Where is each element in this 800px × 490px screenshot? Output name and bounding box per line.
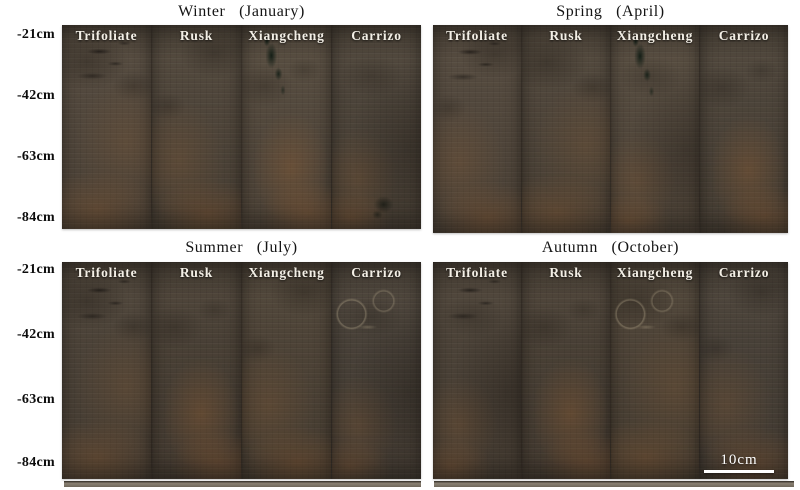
soil-column-rusk: Rusk xyxy=(521,25,610,233)
scale-bar: 10cm xyxy=(704,452,774,473)
column-label-carrizo: Carrizo xyxy=(351,265,402,280)
soil-panel-autumn: Trifoliate Rusk Xiangcheng Carrizo 10cm xyxy=(433,262,788,479)
scale-bar-label: 10cm xyxy=(720,452,758,468)
column-label-carrizo: Carrizo xyxy=(351,28,402,43)
soil-column-carrizo: Carrizo 10cm xyxy=(699,262,788,479)
soil-column-rusk: Rusk xyxy=(151,25,241,229)
column-label-trifoliate: Trifoliate xyxy=(75,265,138,280)
soil-column-carrizo: Carrizo xyxy=(331,262,421,479)
depth-label: -21cm xyxy=(16,27,55,42)
depth-axis-bottom: -21cm -42cm -63cm -84cm xyxy=(2,262,58,479)
soil-column-carrizo: Carrizo xyxy=(699,25,788,233)
soil-column-trifoliate: Trifoliate xyxy=(62,262,151,479)
soil-panel-spring: Trifoliate Rusk Xiangcheng Carrizo xyxy=(433,25,788,233)
column-label-rusk: Rusk xyxy=(549,265,583,280)
depth-label: -84cm xyxy=(16,455,55,470)
soil-column-rusk: Rusk xyxy=(521,262,610,479)
column-label-rusk: Rusk xyxy=(179,28,214,43)
column-label-xiangcheng: Xiangcheng xyxy=(616,28,694,43)
column-label-rusk: Rusk xyxy=(549,28,583,43)
soil-column-carrizo: Carrizo xyxy=(331,25,421,229)
soil-column-xiangcheng: Xiangcheng xyxy=(610,262,699,479)
panel-title-summer: Summer (July) xyxy=(185,239,298,256)
depth-label: -42cm xyxy=(16,88,55,103)
panel-title-spring: Spring (April) xyxy=(556,3,665,20)
panel-title-autumn: Autumn (October) xyxy=(541,239,680,256)
column-label-xiangcheng: Xiangcheng xyxy=(616,265,694,280)
panel-title-winter: Winter (January) xyxy=(178,3,305,20)
column-label-trifoliate: Trifoliate xyxy=(446,265,508,280)
column-label-trifoliate: Trifoliate xyxy=(75,28,138,43)
column-label-xiangcheng: Xiangcheng xyxy=(248,28,325,43)
depth-label: -21cm xyxy=(16,262,55,277)
depth-label: -42cm xyxy=(16,327,55,342)
soil-column-xiangcheng: Xiangcheng xyxy=(241,262,331,479)
soil-panel-winter: Trifoliate Rusk Xiangcheng Carrizo xyxy=(62,25,421,229)
column-label-carrizo: Carrizo xyxy=(718,265,770,280)
soil-base-edge-left xyxy=(64,481,421,487)
depth-label: -84cm xyxy=(16,210,55,225)
column-label-trifoliate: Trifoliate xyxy=(446,28,508,43)
soil-panel-summer: Trifoliate Rusk Xiangcheng Carrizo xyxy=(62,262,421,479)
soil-column-rusk: Rusk xyxy=(151,262,241,479)
soil-column-trifoliate: Trifoliate xyxy=(433,262,521,479)
scale-bar-line xyxy=(704,470,774,473)
depth-axis-top: -21cm -42cm -63cm -84cm xyxy=(2,25,58,229)
soil-column-trifoliate: Trifoliate xyxy=(433,25,521,233)
column-label-rusk: Rusk xyxy=(179,265,214,280)
soil-base-edge-right xyxy=(434,481,794,487)
soil-column-xiangcheng: Xiangcheng xyxy=(610,25,699,233)
column-label-carrizo: Carrizo xyxy=(718,28,770,43)
soil-column-trifoliate: Trifoliate xyxy=(62,25,151,229)
soil-column-xiangcheng: Xiangcheng xyxy=(241,25,331,229)
depth-label: -63cm xyxy=(16,149,55,164)
column-label-xiangcheng: Xiangcheng xyxy=(248,265,325,280)
depth-label: -63cm xyxy=(16,392,55,407)
